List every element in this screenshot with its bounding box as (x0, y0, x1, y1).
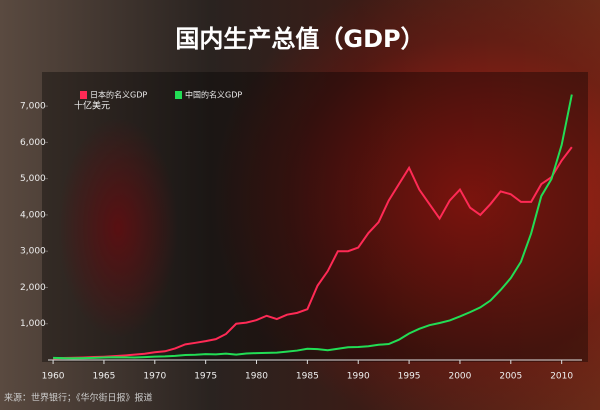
y-axis-label: 十亿美元 (74, 100, 110, 112)
y-tick-label: 5,000 (20, 174, 46, 184)
x-tick-label: 1975 (194, 372, 217, 382)
y-tick-label: 1,000 (20, 319, 46, 329)
series-line (53, 94, 573, 360)
x-tick-label: 1960 (42, 372, 65, 382)
x-tick-label: 2005 (499, 372, 522, 382)
x-tick-label: 2010 (550, 372, 573, 382)
source: 来源：世界银行；《华尔街日报》报道 (4, 392, 153, 404)
legend-swatch (175, 91, 182, 99)
legend-label: 日本的名义GDP (90, 90, 147, 100)
y-tick-label: 6,000 (20, 138, 46, 148)
x-tick-label: 1995 (398, 372, 421, 382)
y-tick-label: 4,000 (20, 210, 46, 220)
chart-title: 国内生产总值（GDP） (175, 25, 424, 53)
y-tick-label: 7,000 (20, 102, 46, 112)
plot-panel (42, 72, 588, 362)
x-tick-label: 1970 (143, 372, 166, 382)
x-tick-label: 1990 (347, 372, 370, 382)
y-tick-label: 2,000 (20, 283, 46, 293)
x-tick-label: 1985 (296, 372, 319, 382)
x-tick-label: 1965 (92, 372, 115, 382)
series-line (53, 146, 573, 360)
legend-swatch (80, 91, 87, 99)
x-tick-label: 2000 (448, 372, 471, 382)
legend-label: 中国的名义GDP (185, 90, 242, 100)
y-tick-label: 3,000 (20, 247, 46, 257)
x-tick-label: 1980 (245, 372, 268, 382)
